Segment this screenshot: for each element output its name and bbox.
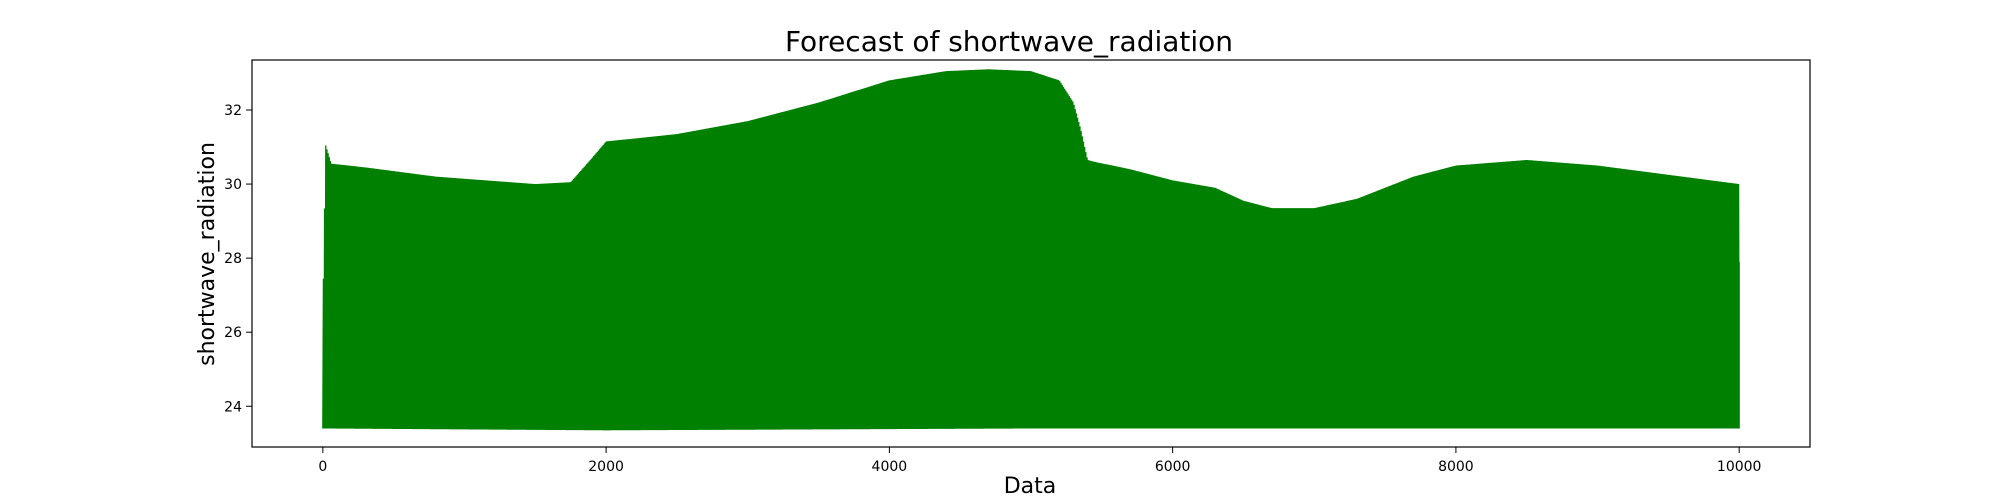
x-tick-label: 6000	[1155, 459, 1191, 475]
chart-title: Forecast of shortwave_radiation	[785, 25, 1233, 58]
y-tick-label: 28	[224, 251, 242, 267]
x-tick-label: 10000	[1717, 459, 1762, 475]
x-tick-label: 4000	[872, 459, 908, 475]
plot-frame	[251, 59, 1811, 448]
y-tick-label: 30	[224, 177, 242, 193]
y-tick-label: 26	[224, 325, 242, 341]
y-axis-label: shortwave_radiation	[195, 142, 220, 366]
x-axis-label: Data	[1004, 474, 1057, 499]
x-tick-label: 8000	[1438, 459, 1474, 475]
plot-area	[251, 59, 1811, 448]
y-tick-label: 24	[224, 399, 242, 415]
series-layer	[322, 69, 1740, 431]
x-tick-label: 0	[318, 459, 327, 475]
series-line-0	[322, 69, 1740, 431]
x-tick-label: 2000	[588, 459, 624, 475]
y-axis-ticks: 24 26 28 30 32	[224, 103, 252, 415]
y-tick-label: 32	[224, 103, 242, 119]
x-axis-ticks: 0 2000 4000 6000 8000 10000	[318, 447, 1761, 475]
